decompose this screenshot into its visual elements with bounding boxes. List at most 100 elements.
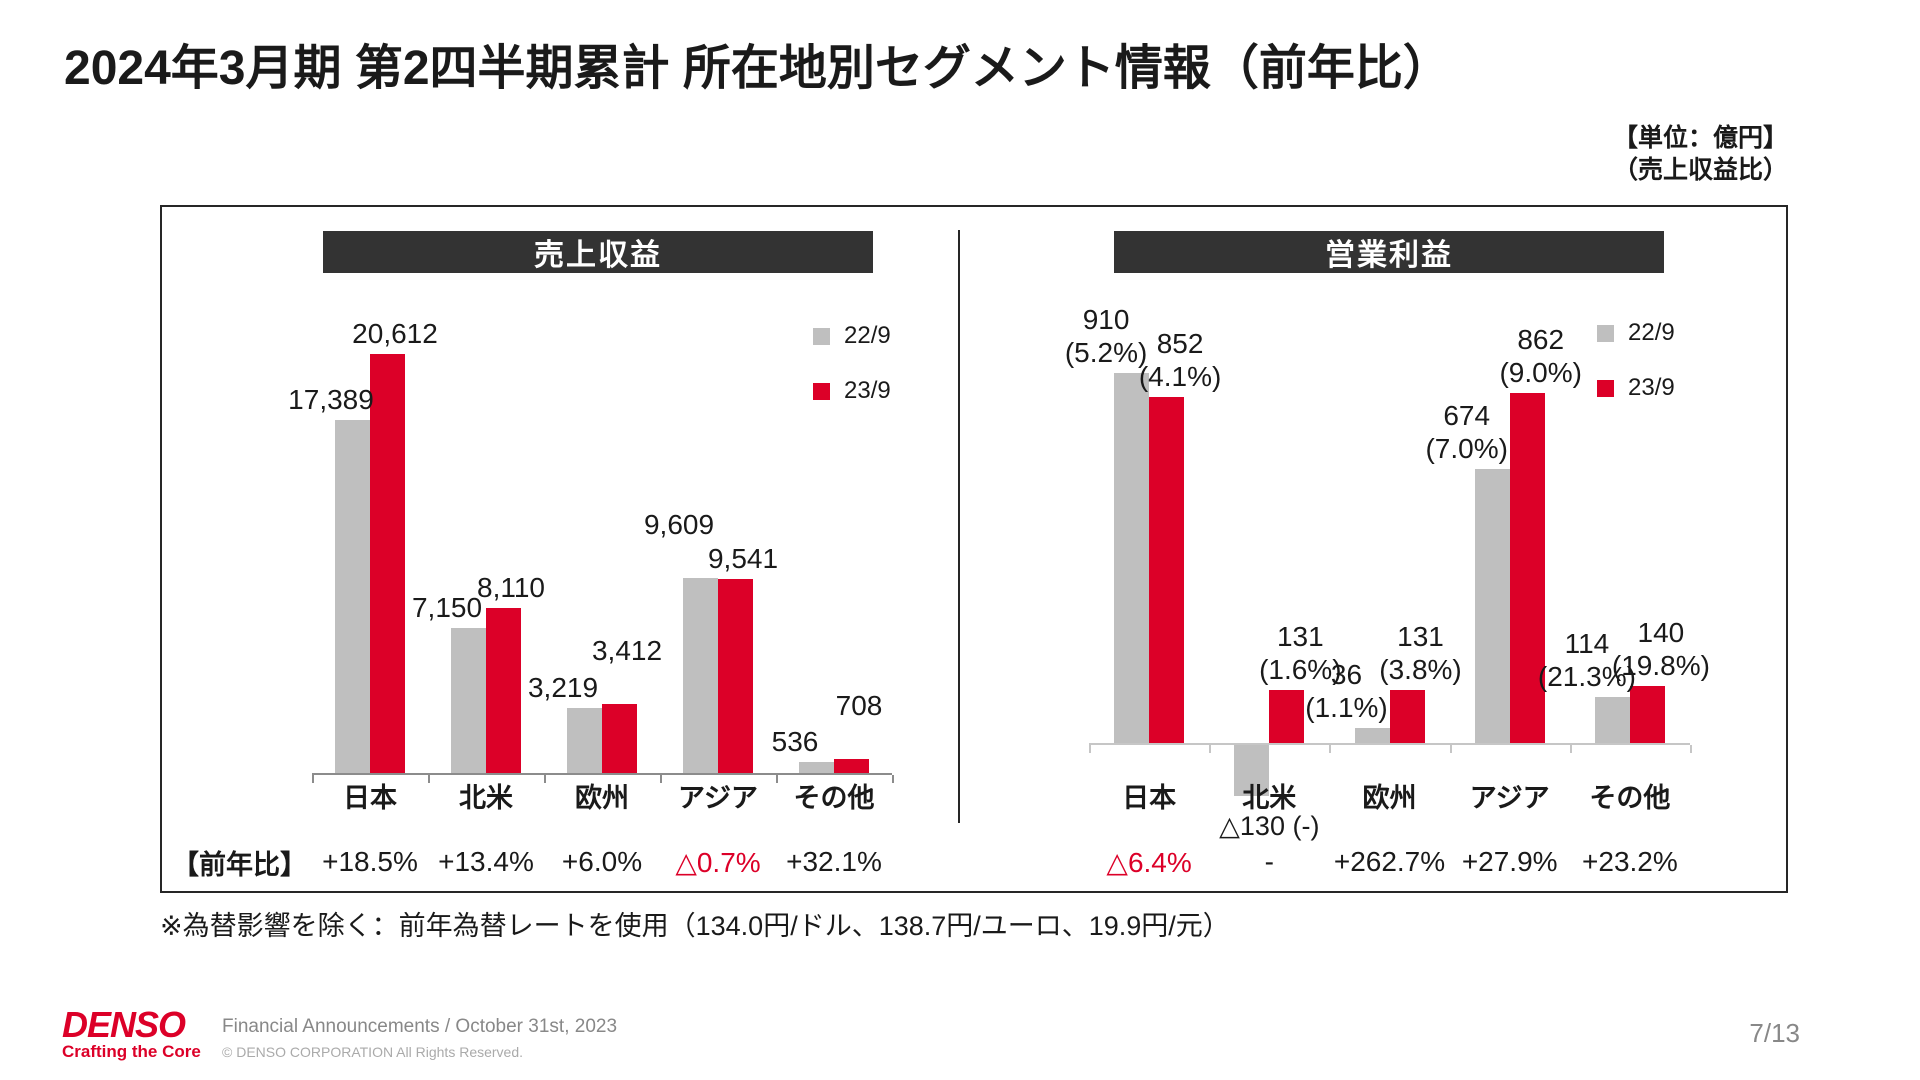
bar-curr-日本 (1149, 396, 1185, 743)
axis-tick (1089, 745, 1091, 753)
legend-label: 23/9 (844, 377, 891, 404)
footer-event-text: Financial Announcements / October 31st, … (222, 1016, 618, 1037)
fx-footnote: ※為替影響を除く：前年為替レートを使用（134.0円/ドル、138.7円/ユーロ… (160, 911, 1230, 941)
bar-value-prev: 536 (771, 726, 819, 758)
yoy-row-label: 【前年比】 (172, 850, 307, 880)
bar-value-curr: 708 (835, 689, 883, 721)
denso-logo-tagline: Crafting the Core (62, 1042, 201, 1061)
legend-item-23/9: 23/9 (1597, 374, 1675, 402)
bar-value-curr: 131 (3.8%) (1379, 620, 1462, 685)
yoy-value-北米: +13.4% (438, 846, 534, 877)
yoy-value-その他: +23.2% (1582, 846, 1678, 877)
bar-value-curr: 852 (4.1%) (1138, 327, 1222, 392)
axis-tick (428, 775, 430, 783)
unit-note: 【単位：億円】 （売上収益比） (1613, 122, 1788, 186)
category-label-その他: その他 (793, 783, 875, 813)
yoy-value-その他: +32.1% (786, 846, 882, 877)
axis-tick (1449, 745, 1452, 753)
bar-prev-北米 (451, 627, 486, 773)
axis-tick (1690, 745, 1692, 753)
yoy-value-アジア: +27.9% (1461, 846, 1558, 877)
yoy-value-北米: - (1264, 846, 1274, 877)
bar-prev-アジア (683, 577, 718, 773)
category-label-北米: 北米 (459, 783, 513, 813)
bar-value-curr: 8,110 (477, 572, 545, 604)
category-label-欧州: 欧州 (1362, 783, 1417, 813)
bar-value-curr: 131 (1.6%) (1259, 620, 1342, 685)
bar-curr-その他 (1629, 686, 1665, 743)
bar-value-prev: △130 (-) (1219, 811, 1320, 841)
category-label-アジア: アジア (1469, 783, 1550, 813)
bar-prev-その他 (1594, 696, 1630, 743)
bar-value-curr: 3,412 (591, 634, 663, 666)
bar-curr-アジア (718, 579, 753, 773)
bar-value-curr: 862 (9.0%) (1499, 323, 1582, 388)
legend-swatch (1597, 379, 1614, 397)
axis-line (1089, 743, 1690, 745)
revenue-chart-title: 売上収益 (323, 231, 873, 273)
category-label-日本: 日本 (1122, 783, 1177, 813)
bar-value-prev: 9,609 (643, 508, 715, 540)
bar-value-prev: 910 (5.2%) (1064, 304, 1148, 368)
unit-line-1: 【単位：億円】 (1612, 124, 1788, 152)
category-label-アジア: アジア (678, 783, 758, 813)
bar-value-curr: 140 (19.8%) (1611, 617, 1710, 682)
bar-curr-日本 (370, 354, 405, 773)
bar-value-prev: 17,389 (288, 383, 374, 415)
bar-prev-その他 (799, 762, 834, 773)
bar-value-prev: 36 (1.1%) (1305, 659, 1388, 724)
bar-curr-北米 (1269, 689, 1305, 743)
unit-line-2: （売上収益比） (1612, 156, 1788, 184)
axis-tick (1329, 745, 1332, 753)
bar-prev-北米 (1234, 743, 1270, 796)
axis-tick (312, 775, 314, 783)
yoy-value-日本: △6.4% (1106, 847, 1192, 878)
legend-swatch (1597, 324, 1614, 342)
bar-value-prev: 3,219 (527, 671, 599, 703)
operating-profit-chart-title: 営業利益 (1114, 231, 1664, 273)
bar-prev-日本 (1114, 373, 1150, 743)
axis-tick (892, 775, 894, 783)
legend-item-23/9: 23/9 (813, 377, 891, 405)
bar-prev-欧州 (567, 707, 602, 773)
legend-label: 23/9 (1628, 374, 1675, 401)
legend-item-22/9: 22/9 (1597, 319, 1675, 347)
bar-curr-欧州 (1389, 689, 1425, 743)
bar-value-curr: 20,612 (352, 318, 438, 349)
category-label-日本: 日本 (343, 783, 397, 813)
category-label-その他: その他 (1589, 783, 1671, 813)
axis-tick (660, 775, 662, 783)
bar-curr-欧州 (602, 703, 637, 773)
axis-tick (1209, 745, 1212, 753)
legend-label: 22/9 (844, 322, 891, 349)
bar-value-prev: 7,150 (411, 591, 483, 623)
axis-tick (1569, 745, 1572, 753)
denso-logo: DENSO Crafting the Core (62, 1004, 201, 1062)
bar-curr-その他 (834, 758, 869, 773)
bar-value-prev: 114 (21.3%) (1537, 627, 1636, 692)
denso-logo-word: DENSO (62, 1004, 186, 1045)
legend-item-22/9: 22/9 (813, 322, 891, 350)
category-label-北米: 北米 (1242, 783, 1297, 813)
bar-curr-北米 (486, 608, 521, 773)
bar-curr-アジア (1509, 392, 1545, 743)
yoy-value-欧州: +262.7% (1333, 846, 1446, 877)
bar-prev-欧州 (1354, 728, 1390, 743)
page-title: 2024年3月期 第2四半期累計 所在地別セグメント情報（前年比） (64, 42, 1451, 95)
yoy-value-欧州: +6.0% (561, 846, 643, 877)
category-label-欧州: 欧州 (575, 783, 629, 813)
legend-swatch (813, 327, 830, 345)
legend-swatch (813, 382, 830, 400)
bar-prev-日本 (335, 419, 370, 773)
chart-divider (958, 230, 960, 823)
page-number: 7/13 (1749, 1018, 1800, 1048)
yoy-value-アジア: △0.7% (675, 847, 761, 878)
bar-prev-アジア (1474, 468, 1510, 743)
yoy-value-日本: +18.5% (322, 846, 418, 877)
axis-tick (544, 775, 546, 783)
axis-tick (776, 775, 778, 783)
footer-copyright: © DENSO CORPORATION All Rights Reserved. (222, 1044, 524, 1060)
bar-value-curr: 9,541 (707, 543, 779, 575)
